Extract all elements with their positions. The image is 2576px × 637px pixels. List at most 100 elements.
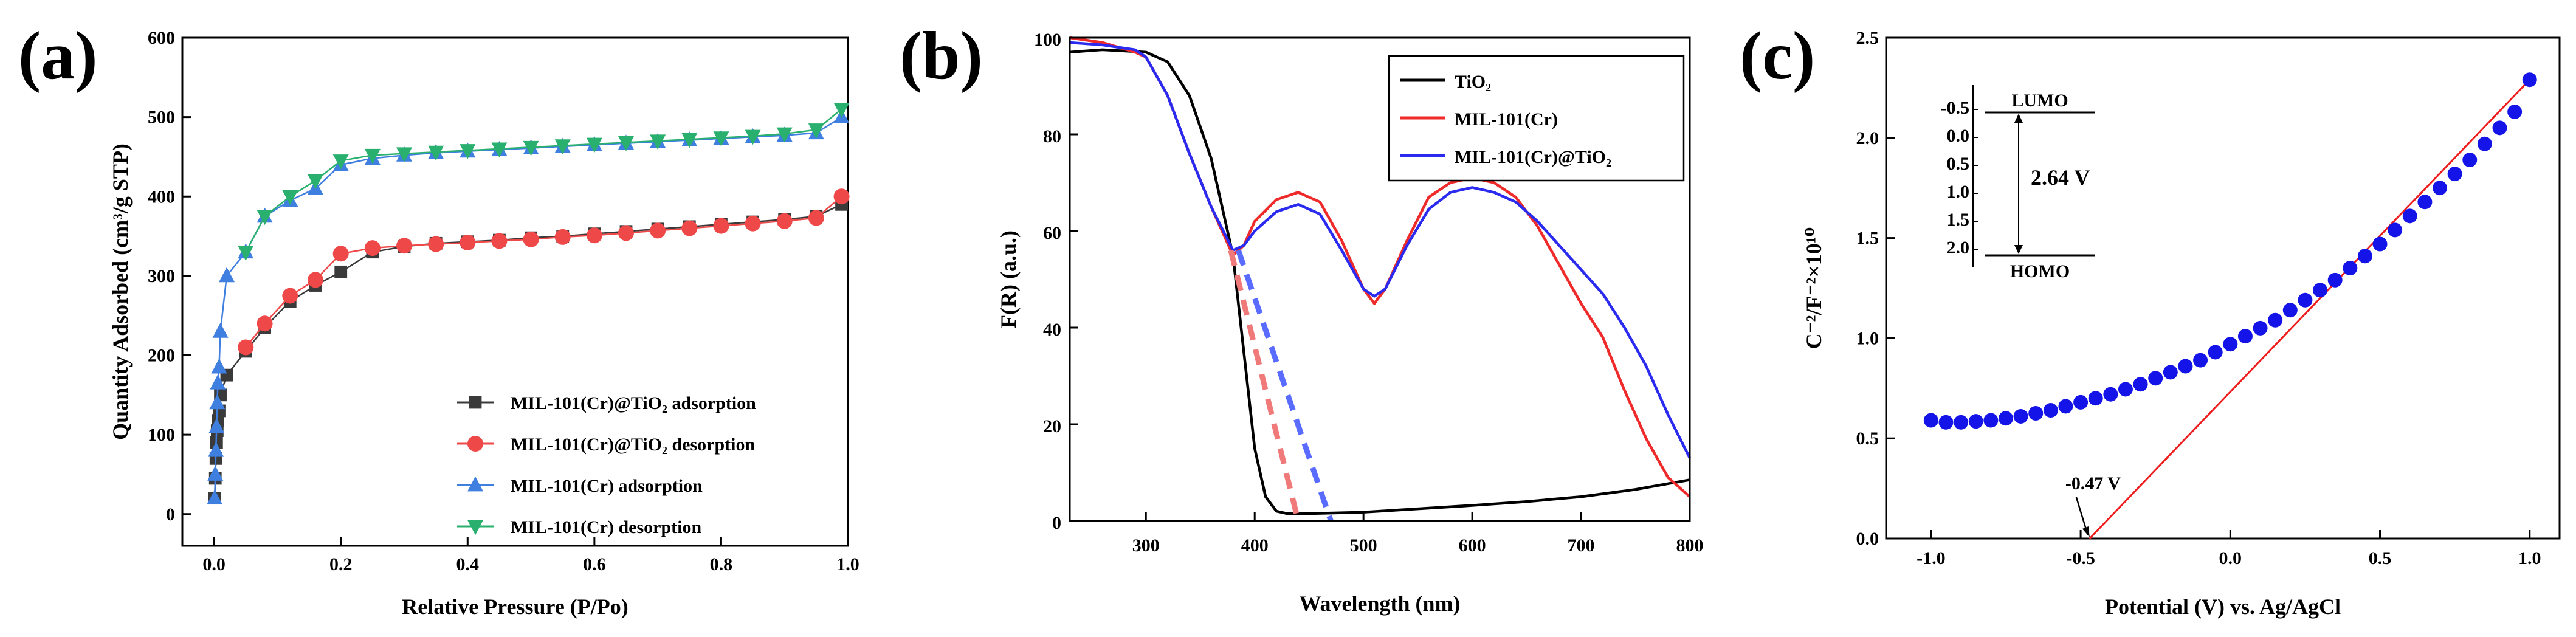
x-tick-label-a: 0.8 xyxy=(710,554,733,574)
data-point-c xyxy=(2118,382,2133,397)
series-line-b-2 xyxy=(1069,41,1692,459)
data-point-c xyxy=(2447,167,2462,182)
data-point-a-1 xyxy=(745,215,761,232)
data-point-a-1 xyxy=(776,213,793,229)
data-point-a-3 xyxy=(650,134,666,150)
data-point-c xyxy=(2058,399,2073,414)
panel-a: (a) 0.0 0.2 0.4 0.6 0.8 1.0 0 100 200 300 400 500 60… xyxy=(0,0,859,637)
inset-scale-label-c: 0.5 xyxy=(1947,154,1970,174)
data-point-a-3 xyxy=(238,246,254,261)
data-point-a-1 xyxy=(396,238,412,254)
panel-b-label: (b) xyxy=(900,18,983,94)
y-tick-label-c: 1.0 xyxy=(1856,328,1879,348)
x-tick-label-a: 0.0 xyxy=(202,554,226,574)
x-axis-label-c: Potential (V) vs. Ag/AgCl xyxy=(2105,594,2341,619)
inset-scale-label-c: 0.0 xyxy=(1947,126,1970,146)
data-point-c xyxy=(2298,292,2313,308)
data-point-a-2 xyxy=(208,441,224,457)
x-tick-label-c: -0.5 xyxy=(2066,548,2095,568)
data-point-c xyxy=(2178,359,2193,374)
x-tick-label-c: 1.0 xyxy=(2518,548,2541,568)
data-point-c xyxy=(2013,408,2028,424)
data-point-a-1 xyxy=(523,231,539,247)
data-point-c xyxy=(2163,365,2178,380)
inset-gap-arrowhead-top-c xyxy=(2014,114,2023,123)
y-axis-label-b: F(R) (a.u.) xyxy=(996,230,1021,328)
data-point-a-2 xyxy=(219,267,235,283)
data-point-a-1 xyxy=(364,240,381,257)
data-point-a-1 xyxy=(257,315,273,332)
data-point-c xyxy=(2133,377,2148,392)
x-tick-label-b: 400 xyxy=(1241,535,1269,556)
data-point-a-2 xyxy=(207,466,224,481)
y-tick-label-c: 2.0 xyxy=(1856,128,1879,148)
data-point-a-1 xyxy=(282,288,298,304)
data-point-c xyxy=(2388,222,2403,238)
data-point-c xyxy=(2268,312,2283,328)
panel-b: (b) 300 400 500 600 700 800 0 20 40 60 80 100 Wavele… xyxy=(859,0,1718,637)
x-tick-label-a: 1.0 xyxy=(836,554,859,574)
data-point-a-2 xyxy=(207,489,223,505)
y-axis-label-a: Quantity Adsorbed (cm³/g STP) xyxy=(108,143,133,440)
data-point-a-3 xyxy=(586,137,602,153)
data-point-c xyxy=(2372,236,2388,252)
y-tick-label-b: 20 xyxy=(1043,416,1061,436)
data-point-c xyxy=(2522,72,2537,88)
data-point-a-3 xyxy=(332,154,349,170)
legend-marker-a-1 xyxy=(467,436,483,452)
series-group-b xyxy=(1069,36,1692,522)
inset-gap-label-c: 2.64 V xyxy=(2031,165,2090,190)
data-point-a-2 xyxy=(208,418,225,433)
inset-lumo-label-c: LUMO xyxy=(2011,91,2068,111)
data-point-a-3 xyxy=(745,129,761,145)
chart-c-svg: -1.0 -0.5 0.0 0.5 1.0 0.0 0.5 1.0 1.5 2.0 2.5 Poten… xyxy=(1802,28,2561,619)
legend-label-a-3: MIL-101(Cr) desorption xyxy=(511,517,701,537)
data-point-c xyxy=(2492,120,2507,136)
y-tick-label-a: 500 xyxy=(148,108,175,128)
chart-a-svg: 0.0 0.2 0.4 0.6 0.8 1.0 0 100 200 300 400 500 600 Rel… xyxy=(108,28,859,619)
panel-c-label: (c) xyxy=(1740,18,1816,94)
y-tick-label-b: 60 xyxy=(1043,223,1061,243)
inset-homo-label-c: HOMO xyxy=(2010,261,2070,281)
data-point-a-3 xyxy=(776,127,793,143)
x-tick-label-b: 800 xyxy=(1676,535,1704,556)
legend-label-a-0: MIL-101(Cr)@TiO₂ adsorption xyxy=(511,393,756,413)
data-point-a-3 xyxy=(833,103,850,118)
data-point-c xyxy=(2253,320,2268,336)
x-tick-label-c: 0.5 xyxy=(2369,548,2392,568)
data-point-a-1 xyxy=(833,188,850,205)
data-point-c xyxy=(2028,406,2044,421)
data-point-c xyxy=(2507,104,2523,119)
series-line-b-3 xyxy=(1228,249,1301,522)
y-tick-label-b: 40 xyxy=(1043,320,1061,340)
legend-label-b-0: TiO₂ xyxy=(1455,72,1491,92)
data-point-a-1 xyxy=(713,218,729,234)
x-tick-label-a: 0.4 xyxy=(456,554,480,574)
legend-marker-a-3 xyxy=(467,520,483,535)
y-tick-label-a: 100 xyxy=(148,425,175,445)
data-point-a-3 xyxy=(396,147,412,163)
data-point-a-3 xyxy=(523,140,539,156)
legend-label-a-1: MIL-101(Cr)@TiO₂ desorption xyxy=(511,435,755,455)
plot-frame-a xyxy=(181,36,849,547)
data-point-a-1 xyxy=(554,229,571,245)
data-point-a-1 xyxy=(332,246,349,262)
data-point-a-3 xyxy=(364,148,381,164)
data-point-c xyxy=(2417,195,2433,210)
data-point-a-3 xyxy=(460,144,476,159)
legend-label-a-2: MIL-101(Cr) adsorption xyxy=(511,476,703,496)
annotation-arrowhead-c xyxy=(2082,526,2090,537)
data-point-c xyxy=(2282,303,2298,318)
data-point-a-3 xyxy=(282,190,298,205)
data-point-a-3 xyxy=(257,210,273,226)
data-point-c xyxy=(2462,153,2478,168)
data-point-a-2 xyxy=(211,358,227,374)
series-line-b-4 xyxy=(1236,249,1334,522)
x-tick-label-a: 0.2 xyxy=(329,554,353,574)
x-tick-label-b: 600 xyxy=(1459,535,1486,556)
data-point-c xyxy=(2043,403,2058,418)
data-point-a-3 xyxy=(554,139,571,154)
y-tick-label-c: 2.5 xyxy=(1856,28,1879,48)
plot-frame-c xyxy=(1885,36,2561,540)
data-point-c xyxy=(2433,181,2448,196)
